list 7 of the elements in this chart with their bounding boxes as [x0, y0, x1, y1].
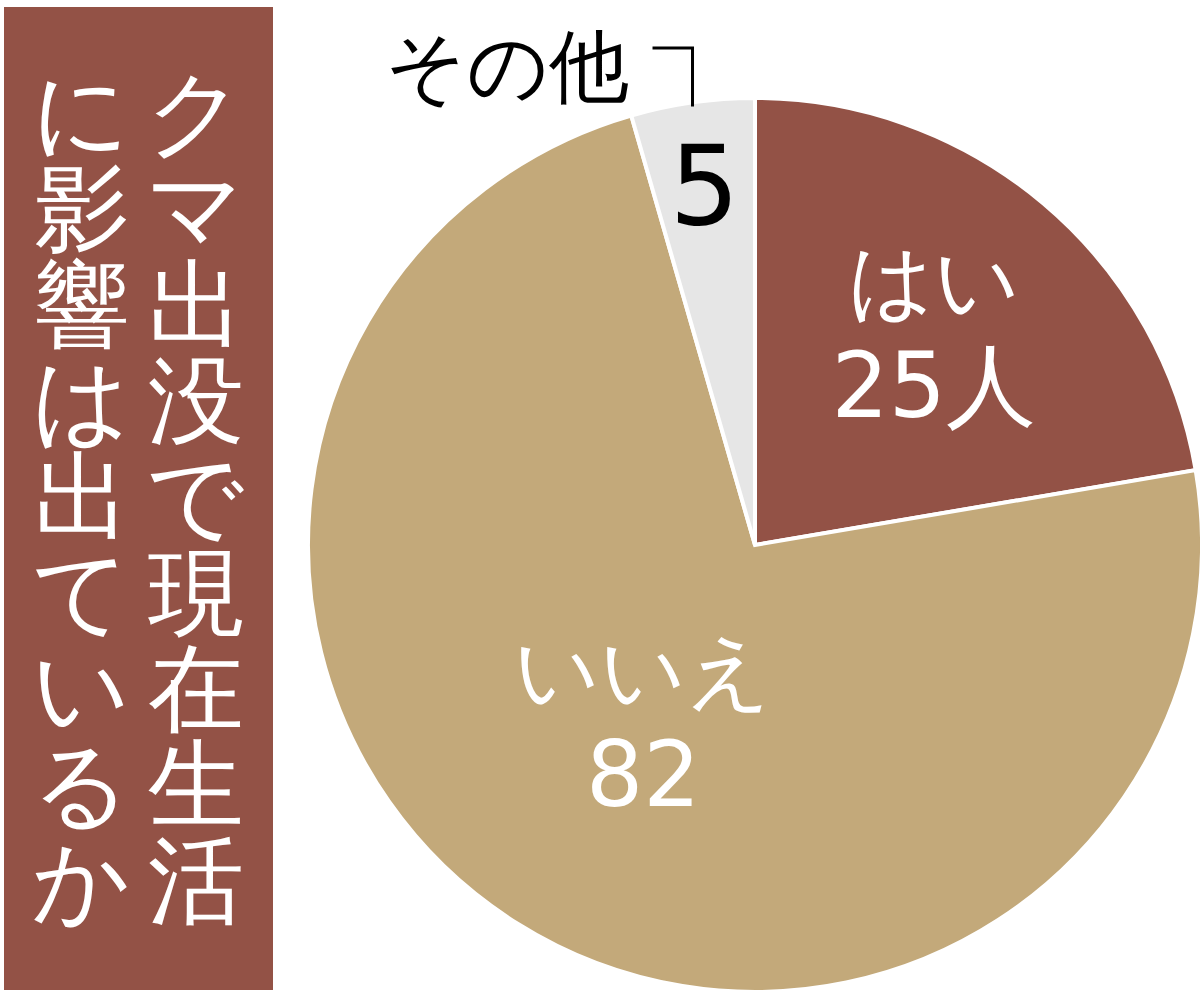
chart-title: クマ出没で現在生活に影響は出ているか: [31, 57, 244, 937]
data-label: 5: [669, 122, 740, 251]
slice-label: はい: [847, 232, 1020, 331]
data-label: 25人: [831, 332, 1037, 438]
slice-label: いいえ: [514, 621, 773, 720]
slice-label: その他: [384, 19, 629, 113]
data-label: 82: [585, 722, 701, 828]
